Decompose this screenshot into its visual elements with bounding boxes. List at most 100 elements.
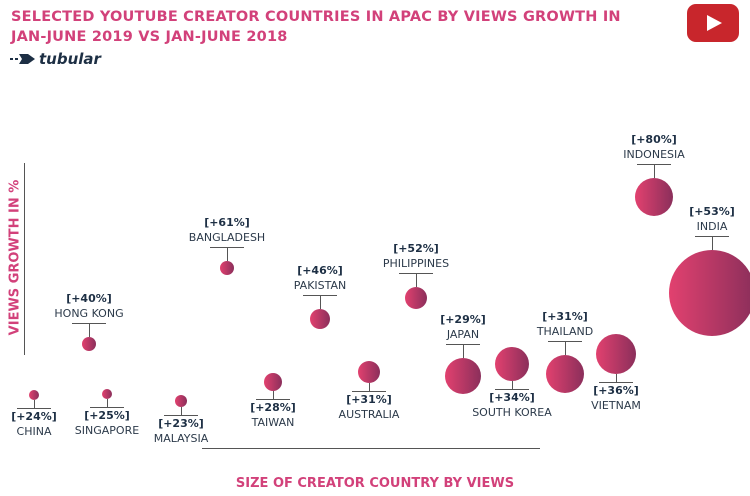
bubble-china <box>29 390 39 400</box>
bubble-australia <box>358 361 380 383</box>
stem-india <box>712 236 713 250</box>
growth-value: [+29%] <box>440 313 486 326</box>
country-name: AUSTRALIA <box>338 408 400 421</box>
bubble-pakistan <box>310 309 330 329</box>
country-name: JAPAN <box>446 328 480 341</box>
growth-value: [+46%] <box>297 264 343 277</box>
label-bar-bangladesh <box>210 247 244 248</box>
stem-japan <box>463 344 464 358</box>
label-philippines: [+52%] PHILIPPINES <box>346 241 486 271</box>
label-bar-hong-kong <box>72 323 106 324</box>
label-taiwan: [+28%] TAIWAN <box>203 400 343 430</box>
growth-value: [+25%] <box>84 409 130 422</box>
country-name: INDIA <box>696 220 728 233</box>
label-bar-singapore <box>90 407 124 408</box>
label-indonesia: [+80%] INDONESIA <box>584 132 724 162</box>
label-bar-south-korea <box>495 389 529 390</box>
growth-value: [+36%] <box>593 384 639 397</box>
y-axis-line <box>24 163 25 355</box>
x-axis-label: SIZE OF CREATOR COUNTRY BY VIEWS <box>235 476 515 491</box>
country-name: SOUTH KOREA <box>472 406 552 419</box>
bubble-taiwan <box>264 373 282 391</box>
growth-value: [+34%] <box>489 391 535 404</box>
label-thailand: [+31%] THAILAND <box>495 309 635 339</box>
label-bar-philippines <box>399 273 433 274</box>
chart-title: SELECTED YOUTUBE CREATOR COUNTRIES IN AP… <box>11 7 621 47</box>
stem-taiwan <box>273 391 274 399</box>
label-bar-japan <box>446 344 480 345</box>
country-name: MALAYSIA <box>153 432 209 445</box>
stem-singapore <box>107 399 108 407</box>
logo-text: tubular <box>39 50 101 68</box>
bubble-vietnam <box>596 334 636 374</box>
label-bar-pakistan <box>303 295 337 296</box>
bubble-india <box>669 250 750 336</box>
stem-china <box>34 400 35 408</box>
country-name: THAILAND <box>536 325 594 338</box>
label-bar-indonesia <box>637 164 671 165</box>
stem-bangladesh <box>227 247 228 261</box>
growth-value: [+40%] <box>66 292 112 305</box>
tubular-logo: tubular <box>10 50 101 68</box>
stem-indonesia <box>654 164 655 178</box>
stem-vietnam <box>616 374 617 382</box>
label-pakistan: [+46%] PAKISTAN <box>250 263 390 293</box>
stem-australia <box>369 383 370 391</box>
country-name: INDONESIA <box>623 148 685 161</box>
growth-value: [+23%] <box>158 417 204 430</box>
stem-malaysia <box>181 407 182 415</box>
growth-value: [+24%] <box>11 410 57 423</box>
x-axis-line <box>202 448 540 449</box>
youtube-play-icon <box>687 4 739 42</box>
bubble-hong-kong <box>82 337 96 351</box>
country-name: BANGLADESH <box>188 231 266 244</box>
country-name: SINGAPORE <box>74 424 140 437</box>
country-name: TAIWAN <box>251 416 295 429</box>
growth-value: [+31%] <box>542 310 588 323</box>
bubble-malaysia <box>175 395 187 407</box>
growth-value: [+31%] <box>346 393 392 406</box>
label-bar-china <box>17 408 51 409</box>
label-vietnam: [+36%] VIETNAM <box>546 383 686 413</box>
stem-philippines <box>416 273 417 287</box>
label-bar-australia <box>352 391 386 392</box>
label-australia: [+31%] AUSTRALIA <box>299 392 439 422</box>
bubble-thailand <box>546 355 584 393</box>
country-name: CHINA <box>16 425 52 438</box>
tubular-arrow-icon <box>10 54 35 64</box>
bubble-south-korea <box>495 347 529 381</box>
label-bar-taiwan <box>256 399 290 400</box>
growth-value: [+28%] <box>250 401 296 414</box>
bubble-philippines <box>405 287 427 309</box>
label-bangladesh: [+61%] BANGLADESH <box>157 215 297 245</box>
label-china: [+24%] CHINA <box>0 409 104 439</box>
stem-south-korea <box>512 381 513 389</box>
country-name: HONG KONG <box>54 307 124 320</box>
label-bar-india <box>695 236 729 237</box>
country-name: PHILIPPINES <box>382 257 450 270</box>
stem-hong-kong <box>89 323 90 337</box>
title-line-1: SELECTED YOUTUBE CREATOR COUNTRIES IN AP… <box>11 9 621 25</box>
label-malaysia: [+23%] MALAYSIA <box>111 416 251 446</box>
country-name: VIETNAM <box>591 399 641 412</box>
label-india: [+53%] INDIA <box>642 204 750 234</box>
title-line-2: JAN-JUNE 2019 VS JAN-JUNE 2018 <box>11 29 288 45</box>
label-south-korea: [+34%] SOUTH KOREA <box>442 390 582 420</box>
stem-pakistan <box>320 295 321 309</box>
label-bar-vietnam <box>599 382 633 383</box>
growth-value: [+52%] <box>393 242 439 255</box>
growth-value: [+61%] <box>204 216 250 229</box>
bubble-indonesia <box>635 178 673 216</box>
label-hong-kong: [+40%] HONG KONG <box>19 291 159 321</box>
label-japan: [+29%] JAPAN <box>393 312 533 342</box>
label-singapore: [+25%] SINGAPORE <box>37 408 177 438</box>
label-bar-thailand <box>548 341 582 342</box>
growth-value: [+80%] <box>631 133 677 146</box>
stem-thailand <box>565 341 566 355</box>
country-name: PAKISTAN <box>293 279 347 292</box>
y-axis-label: VIEWS GROWTH IN % <box>7 179 23 336</box>
growth-value: [+53%] <box>689 205 735 218</box>
bubble-japan <box>445 358 481 394</box>
bubble-singapore <box>102 389 112 399</box>
label-bar-malaysia <box>164 415 198 416</box>
